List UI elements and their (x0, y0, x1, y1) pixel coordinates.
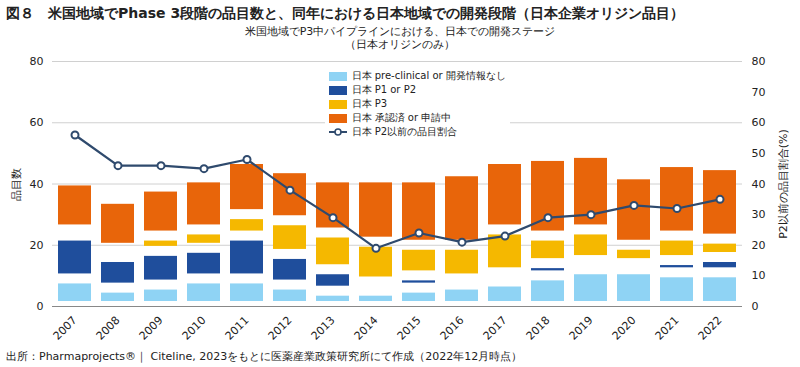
svg-text:2017: 2017 (481, 314, 510, 343)
svg-text:2011: 2011 (223, 314, 252, 343)
svg-text:2016: 2016 (438, 314, 467, 343)
svg-text:2007: 2007 (51, 314, 80, 343)
svg-text:10: 10 (752, 269, 766, 282)
svg-text:20: 20 (752, 239, 766, 252)
svg-text:20: 20 (30, 239, 44, 252)
svg-text:2009: 2009 (137, 314, 166, 343)
svg-text:0: 0 (37, 300, 44, 313)
svg-text:2018: 2018 (524, 314, 553, 343)
svg-text:2015: 2015 (395, 314, 424, 343)
svg-text:40: 40 (30, 178, 44, 191)
svg-text:2022: 2022 (696, 314, 725, 343)
svg-text:0: 0 (752, 300, 759, 313)
svg-text:80: 80 (30, 55, 44, 68)
html-text:図８ 米国地域でPhase 3段階の品目数と、同年における日: 図８ 米国地域でPhase 3段階の品目数と、同年における日本地域での開発段階（… (6, 5, 685, 21)
svg-text:2008: 2008 (94, 314, 123, 343)
svg-text:70: 70 (752, 86, 766, 99)
svg-text:60: 60 (752, 116, 766, 129)
svg-text:P2以前の品目割合(%): P2以前の品目割合(%) (777, 129, 790, 239)
svg-text:40: 40 (752, 178, 766, 191)
svg-text:2020: 2020 (610, 314, 639, 343)
svg-text:2010: 2010 (180, 314, 209, 343)
svg-text:50: 50 (752, 147, 766, 160)
html-text:日本 pre-clinical or 開発情報なし: 日本 pre-clinical or 開発情報なし (351, 70, 506, 81)
svg-text:品目数: 品目数 (10, 168, 23, 201)
svg-text:30: 30 (752, 208, 766, 221)
svg-text:60: 60 (30, 116, 44, 129)
html-text:日本 P1 or P2: 日本 P1 or P2 (351, 84, 417, 95)
svg-text:2019: 2019 (567, 314, 596, 343)
html-text:日本 P3: 日本 P3 (351, 98, 388, 109)
svg-text:80: 80 (752, 55, 766, 68)
html-text:米国地域でP3中パイプラインにおける、日本での開発ステージ: 米国地域でP3中パイプラインにおける、日本での開発ステージ （日本オリジンのみ） (244, 25, 556, 51)
html-text:日本 P2以前の品目割合: 日本 P2以前の品目割合 (351, 126, 458, 137)
svg-text:2012: 2012 (266, 314, 295, 343)
html-text:日本 承認済 or 申請中: 日本 承認済 or 申請中 (351, 112, 452, 123)
svg-text:2013: 2013 (309, 314, 338, 343)
html-text:出所：Pharmaprojects®｜ Citeline,: 出所：Pharmaprojects®｜ Citeline, 2023をもとに医薬… (6, 350, 523, 363)
svg-text:2014: 2014 (352, 314, 381, 343)
svg-text:2021: 2021 (653, 314, 682, 343)
